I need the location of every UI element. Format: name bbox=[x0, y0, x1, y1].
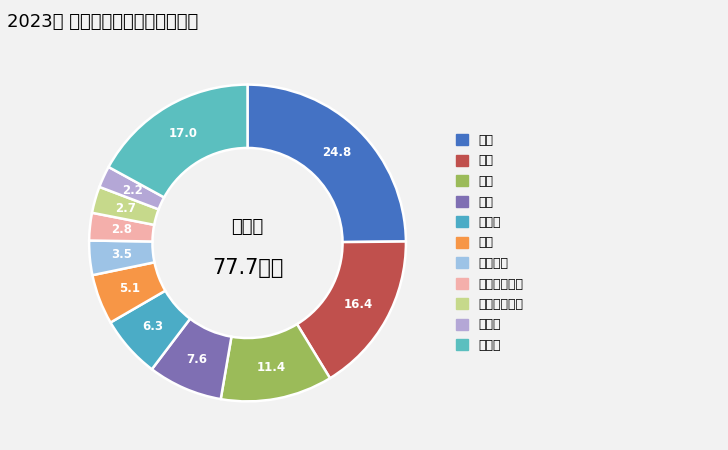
Text: 11.4: 11.4 bbox=[257, 361, 286, 374]
Wedge shape bbox=[89, 240, 154, 275]
Text: 7.6: 7.6 bbox=[186, 353, 207, 366]
Wedge shape bbox=[108, 85, 248, 198]
Wedge shape bbox=[297, 242, 406, 378]
Text: 2.7: 2.7 bbox=[115, 202, 136, 215]
Wedge shape bbox=[92, 262, 165, 323]
Text: 5.1: 5.1 bbox=[119, 282, 140, 295]
Text: 6.3: 6.3 bbox=[142, 320, 163, 333]
Text: 17.0: 17.0 bbox=[168, 127, 197, 140]
Wedge shape bbox=[100, 167, 164, 209]
Text: 2.8: 2.8 bbox=[111, 223, 132, 236]
Wedge shape bbox=[92, 187, 159, 225]
Text: 16.4: 16.4 bbox=[344, 298, 373, 311]
Legend: 中国, 米国, 韓国, 台湾, インド, タイ, ベトナム, シンガポール, インドネシア, ドイツ, その他: 中国, 米国, 韓国, 台湾, インド, タイ, ベトナム, シンガポール, イ… bbox=[456, 134, 523, 352]
Text: 2023年 輸出相手国のシェア（％）: 2023年 輸出相手国のシェア（％） bbox=[7, 14, 199, 32]
Text: 77.7億円: 77.7億円 bbox=[212, 258, 283, 279]
Text: 24.8: 24.8 bbox=[322, 146, 352, 159]
Wedge shape bbox=[111, 291, 190, 369]
Wedge shape bbox=[248, 85, 406, 242]
Text: 3.5: 3.5 bbox=[111, 248, 132, 261]
Text: 2.2: 2.2 bbox=[122, 184, 143, 197]
Text: 総　額: 総 額 bbox=[232, 218, 264, 236]
Wedge shape bbox=[89, 213, 154, 242]
Wedge shape bbox=[221, 324, 330, 401]
Wedge shape bbox=[152, 319, 232, 399]
